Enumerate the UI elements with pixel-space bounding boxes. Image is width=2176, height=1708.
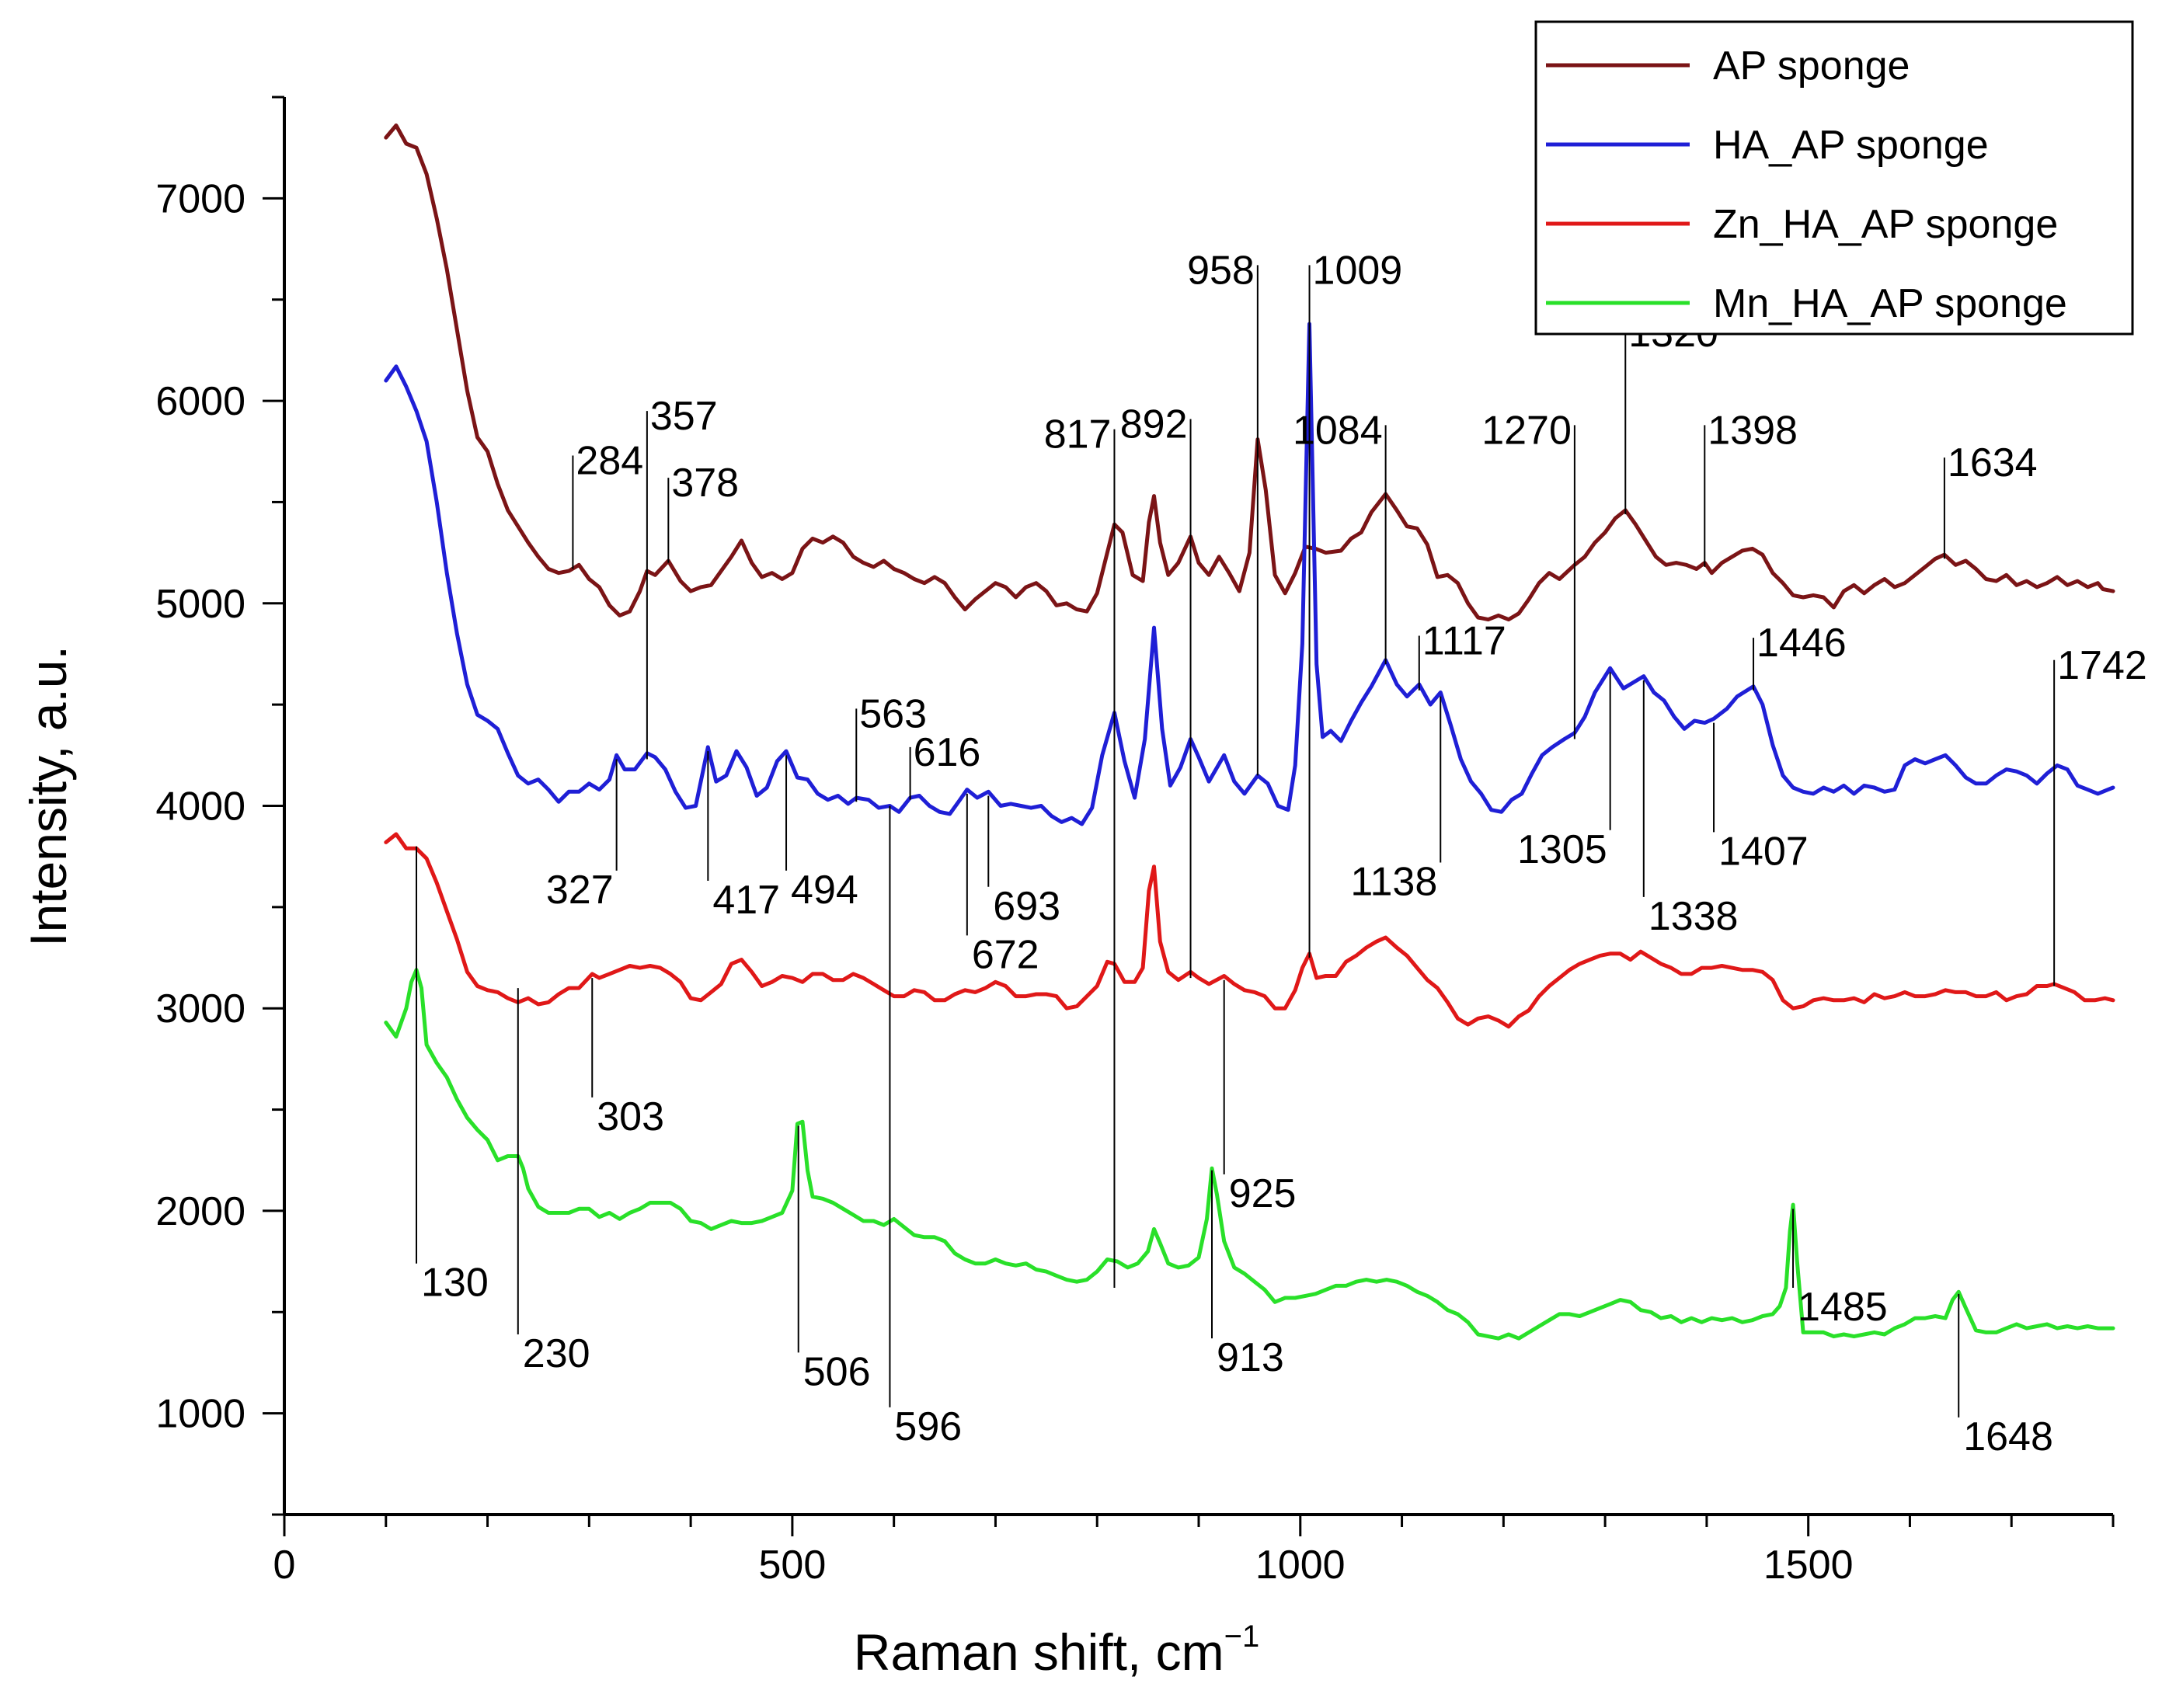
series-line-2 xyxy=(384,832,2115,1029)
y-tick-label: 4000 xyxy=(155,784,245,830)
legend-box xyxy=(1534,20,2134,336)
series-layer xyxy=(384,123,2115,1341)
peak-label: 417 xyxy=(712,878,780,923)
peak-label: 1305 xyxy=(1517,827,1607,872)
peak-label: 378 xyxy=(671,461,739,506)
series-line-1 xyxy=(384,322,2115,826)
peak-label: 327 xyxy=(546,868,614,913)
peak-label: 284 xyxy=(576,438,643,483)
axes-layer: 0 500 1000 1500 1000 2000 3000 4000 5000 6000 7000 xyxy=(155,96,2115,1588)
y-tick-label: 2000 xyxy=(155,1189,245,1234)
peak-label: 925 xyxy=(1229,1171,1297,1216)
peak-label: 1138 xyxy=(1350,860,1437,905)
peak-label: 230 xyxy=(523,1331,590,1376)
peak-label: 693 xyxy=(993,884,1060,929)
legend-label: HA_AP sponge xyxy=(1713,123,1989,168)
y-tick-label: 6000 xyxy=(155,379,245,424)
peak-label: 596 xyxy=(894,1404,962,1449)
legend: AP sponge HA_AP sponge Zn_HA_AP sponge Mn_H… xyxy=(1534,20,2134,336)
legend-label: AP sponge xyxy=(1713,43,1910,89)
peak-label: 1634 xyxy=(1948,440,2038,485)
peak-label: 1648 xyxy=(1963,1414,2053,1459)
legend-label: Mn_HA_AP sponge xyxy=(1713,281,2067,326)
x-axis-title-superscript: −1 xyxy=(1224,1619,1260,1654)
peak-label: 1398 xyxy=(1708,408,1798,453)
peak-label: 357 xyxy=(650,394,718,439)
peak-label: 1485 xyxy=(1798,1285,1888,1330)
y-tick-label: 5000 xyxy=(155,582,245,627)
peak-label: 672 xyxy=(972,932,1039,977)
peak-label: 494 xyxy=(791,868,858,913)
peak-label: 913 xyxy=(1217,1335,1284,1380)
peak-label: 1446 xyxy=(1756,621,1847,666)
peak-label: 1084 xyxy=(1293,408,1383,453)
peak-label: 1407 xyxy=(1718,829,1809,874)
y-axis-title: Intensity, a.u. xyxy=(19,645,77,947)
series-line-0 xyxy=(384,123,2115,622)
x-tick-label: 0 xyxy=(273,1543,296,1588)
peak-label: 1338 xyxy=(1649,894,1739,939)
x-tick-label: 500 xyxy=(759,1543,827,1588)
peak-label: 1009 xyxy=(1313,248,1403,293)
series-line-3 xyxy=(384,968,2115,1341)
legend-label: Zn_HA_AP sponge xyxy=(1713,202,2058,247)
x-axis-title: Raman shift, cm−1 xyxy=(854,1619,1259,1681)
x-tick-label: 1000 xyxy=(1255,1543,1346,1588)
peak-label: 1742 xyxy=(2057,643,2147,688)
peak-label: 1117 xyxy=(1422,619,1506,664)
x-tick-label: 1500 xyxy=(1763,1543,1854,1588)
peak-label: 616 xyxy=(914,730,981,775)
y-tick-label: 1000 xyxy=(155,1392,245,1437)
peak-label: 817 xyxy=(1044,412,1112,457)
peak-label: 303 xyxy=(597,1094,664,1139)
y-tick-label: 7000 xyxy=(155,176,245,221)
peak-label: 563 xyxy=(859,691,927,736)
annotation-layer: 2843573788178929581009108412701320139816… xyxy=(416,248,2147,1459)
peak-label: 1270 xyxy=(1481,408,1572,453)
peak-label: 892 xyxy=(1120,402,1188,447)
y-tick-label: 3000 xyxy=(155,986,245,1031)
peak-label: 506 xyxy=(803,1349,871,1394)
peak-label: 130 xyxy=(421,1261,489,1306)
peak-label: 958 xyxy=(1187,248,1255,293)
